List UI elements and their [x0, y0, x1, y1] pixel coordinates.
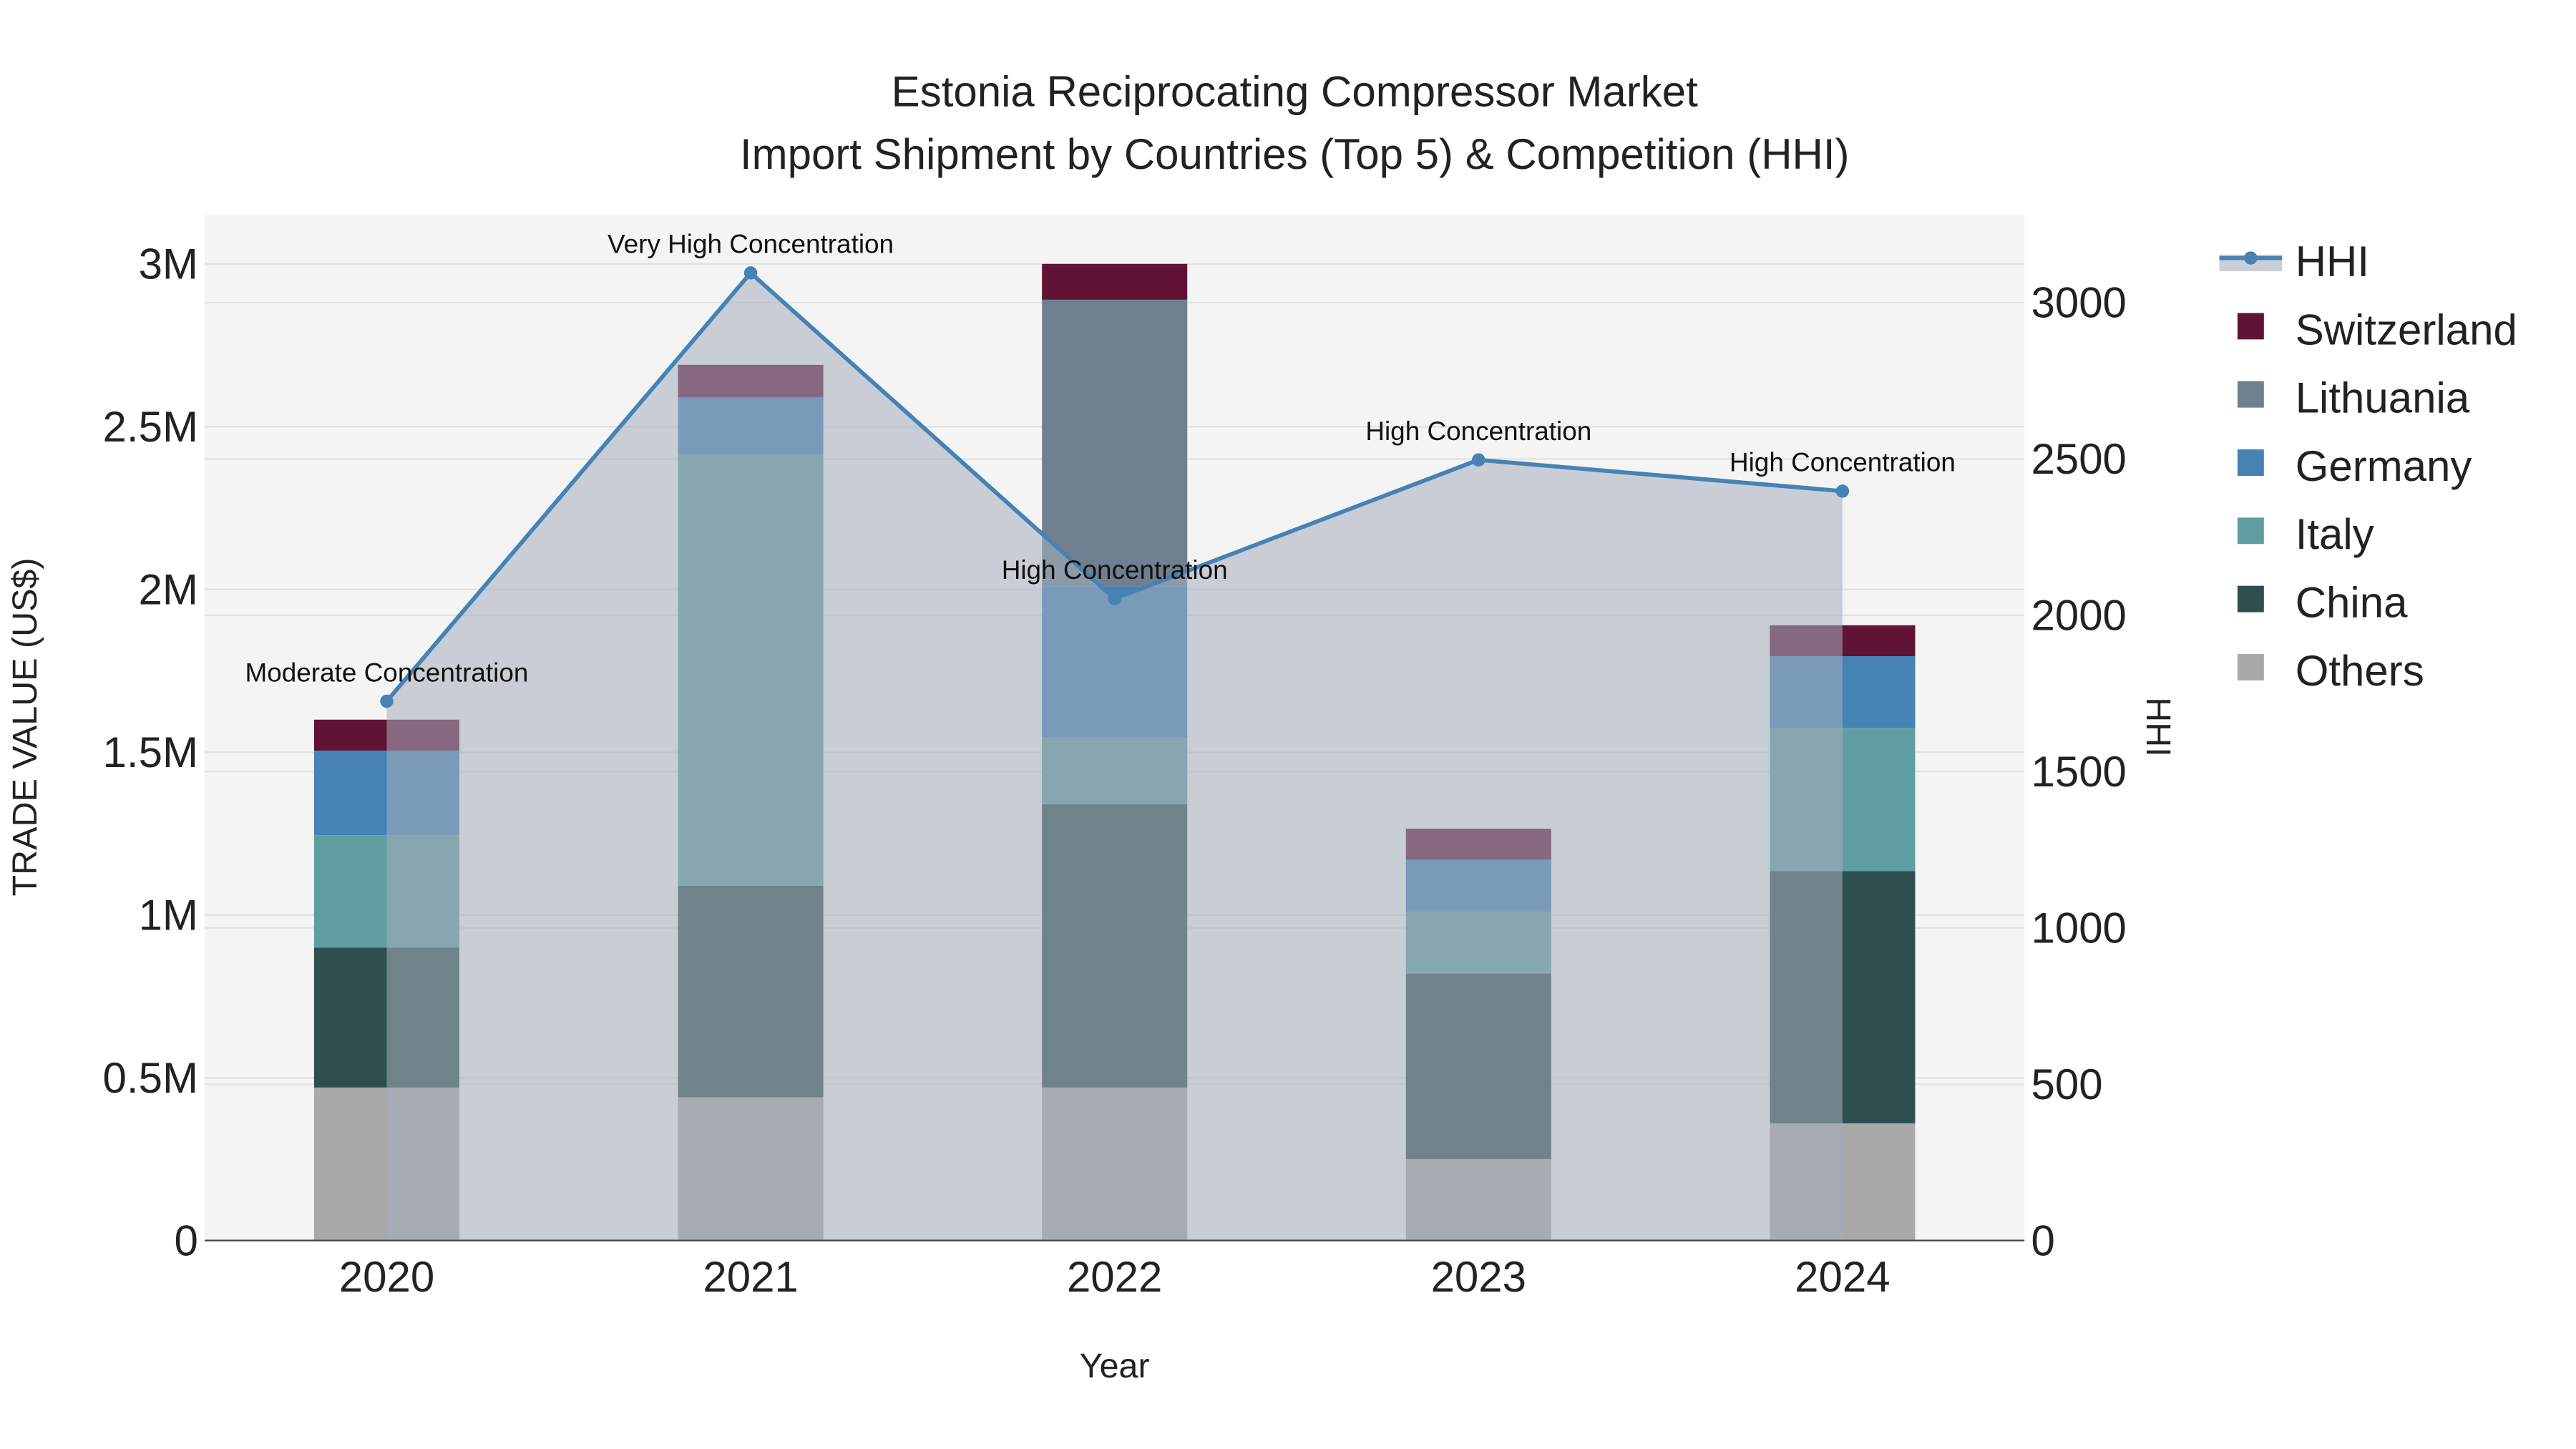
- legend-swatch-hhi-marker: [2244, 251, 2258, 265]
- y2-tick-label: 3000: [2031, 279, 2126, 327]
- y-tick-label: 2.5M: [103, 403, 198, 451]
- y2-tick-label: 1000: [2031, 904, 2126, 952]
- legend-swatch-switzerland: [2237, 313, 2264, 340]
- legend-label-italy: Italy: [2296, 510, 2374, 558]
- legend-label-china: China: [2296, 579, 2408, 627]
- y2-tick-label: 2000: [2031, 592, 2126, 640]
- legend-label-others: Others: [2296, 647, 2424, 695]
- legend-swatch-italy: [2237, 517, 2264, 545]
- hhi-annotation-2023: High Concentration: [1365, 416, 1591, 446]
- legend-swatch-others: [2237, 653, 2264, 680]
- chart-title-line1: Estonia Reciprocating Compressor Market: [892, 67, 1698, 115]
- hhi-point-2022: [1108, 592, 1121, 605]
- legend-label-lithuania: Lithuania: [2296, 374, 2470, 422]
- hhi-point-2024: [1835, 484, 1850, 498]
- y2-tick-label: 1500: [2031, 748, 2126, 796]
- bar-lithuania-2022: [1042, 299, 1188, 587]
- chart-title-line2: Import Shipment by Countries (Top 5) & C…: [740, 130, 1850, 178]
- hhi-annotation-2022: High Concentration: [1002, 555, 1228, 585]
- legend-label-germany: Germany: [2296, 442, 2472, 490]
- x-tick-label: 2021: [703, 1253, 798, 1301]
- legend-label-switzerland: Switzerland: [2296, 306, 2517, 353]
- legend-swatch-germany: [2237, 449, 2264, 476]
- hhi-point-2023: [1472, 453, 1485, 467]
- y2-axis-title: HHI: [2139, 697, 2177, 756]
- x-tick-label: 2022: [1067, 1253, 1162, 1301]
- y-tick-label: 1.5M: [103, 728, 198, 776]
- legend-label-hhi: HHI: [2296, 238, 2369, 286]
- y-tick-label: 3M: [139, 240, 198, 288]
- legend-swatch-lithuania: [2237, 381, 2264, 408]
- hhi-annotation-2024: High Concentration: [1729, 448, 1956, 477]
- y-tick-label: 0.5M: [103, 1054, 198, 1102]
- x-axis-title: Year: [1080, 1347, 1150, 1385]
- x-tick-label: 2023: [1431, 1253, 1526, 1301]
- y-axis-title: TRADE VALUE (US$): [6, 557, 44, 896]
- hhi-annotation-2021: Very High Concentration: [608, 230, 894, 259]
- hhi-area: [386, 273, 1843, 1241]
- hhi-point-2021: [743, 266, 758, 280]
- bar-switzerland-2022: [1042, 263, 1188, 300]
- y2-tick-label: 2500: [2031, 435, 2126, 483]
- hhi-annotation-2020: Moderate Concentration: [245, 658, 528, 687]
- x-tick-label: 2020: [339, 1253, 434, 1301]
- y-tick-label: 1M: [139, 891, 198, 939]
- legend-swatch-china: [2237, 585, 2264, 613]
- y-tick-label: 0: [175, 1216, 198, 1264]
- hhi-point-2020: [380, 694, 394, 708]
- y2-tick-label: 0: [2031, 1216, 2054, 1264]
- x-tick-label: 2024: [1795, 1253, 1890, 1301]
- y2-tick-label: 500: [2031, 1060, 2102, 1108]
- y-tick-label: 2M: [139, 566, 198, 614]
